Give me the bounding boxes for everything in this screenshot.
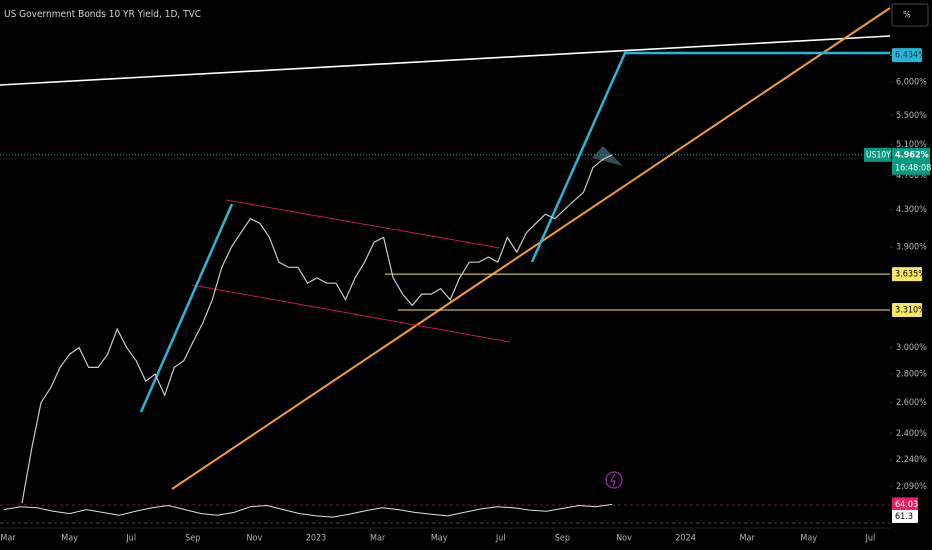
scale-button-label: %: [903, 11, 911, 21]
x-tick-label: Mar: [740, 534, 756, 544]
x-tick-label: Nov: [616, 534, 632, 544]
x-tick-label: Sep: [185, 534, 200, 544]
last-price-label: 4.962%: [895, 150, 929, 160]
y-tick-label: 2.090%: [896, 482, 927, 492]
y-tick-label: 5.500%: [896, 111, 927, 121]
projection-line: [530, 51, 890, 263]
y-tick-label: 5.100%: [896, 140, 927, 150]
event-icon[interactable]: [605, 471, 623, 489]
x-tick-label: Nov: [246, 534, 262, 544]
x-tick-label: 2023: [306, 534, 327, 544]
level-badge: [892, 267, 922, 282]
x-tick-label: Jul: [865, 534, 876, 544]
rsi-label: 64.03: [895, 500, 918, 510]
price-line: [21, 154, 613, 504]
level-badge: [892, 48, 922, 63]
rsi-line: [3, 503, 613, 518]
chart-title: US Government Bonds 10 YR Yield, 1D, TVC: [4, 9, 201, 20]
y-tick-label: 3.000%: [896, 343, 927, 353]
x-tick-label: Mar: [0, 534, 16, 544]
countdown-label: 16:48:08: [895, 163, 931, 173]
y-tick-label: 2.400%: [896, 429, 927, 439]
y-tick-label: 2.600%: [896, 398, 927, 408]
rsi-ma-label: 61.3: [895, 512, 913, 522]
symbol-label: US10Y: [866, 150, 891, 160]
trend-line: [0, 35, 891, 86]
x-tick-label: Sep: [555, 534, 570, 544]
x-tick-label: Jul: [495, 534, 506, 544]
y-tick-label: 2.240%: [896, 455, 927, 465]
scale-button[interactable]: [891, 3, 929, 27]
y-tick-label: 3.900%: [896, 243, 927, 253]
rsi-badge: [892, 497, 918, 511]
x-tick-label: 2024: [675, 534, 696, 544]
level-label: 6.434%: [895, 51, 926, 61]
level-label: 3.635%: [895, 270, 926, 280]
rsi-ma-badge: [892, 509, 918, 523]
event-icon-glyph: [609, 473, 616, 487]
channel-line: [225, 199, 501, 249]
level-badge: [892, 303, 922, 318]
arrow-marker: [592, 146, 623, 166]
symbol-badge: [864, 147, 891, 162]
y-tick-label: 2.800%: [896, 370, 927, 380]
y-tick-label: 4.300%: [896, 205, 927, 215]
y-tick-label: 4.700%: [896, 171, 927, 181]
level-label: 3.310%: [895, 306, 926, 316]
x-tick-label: May: [800, 534, 817, 544]
x-tick-label: May: [61, 534, 78, 544]
x-tick-label: Mar: [370, 534, 386, 544]
x-tick-label: May: [431, 534, 448, 544]
channel-line: [191, 284, 511, 343]
trend-line: [171, 7, 891, 490]
y-tick-label: 6.000%: [896, 77, 927, 87]
price-badge: [892, 147, 930, 175]
x-tick-label: Jul: [125, 534, 136, 544]
